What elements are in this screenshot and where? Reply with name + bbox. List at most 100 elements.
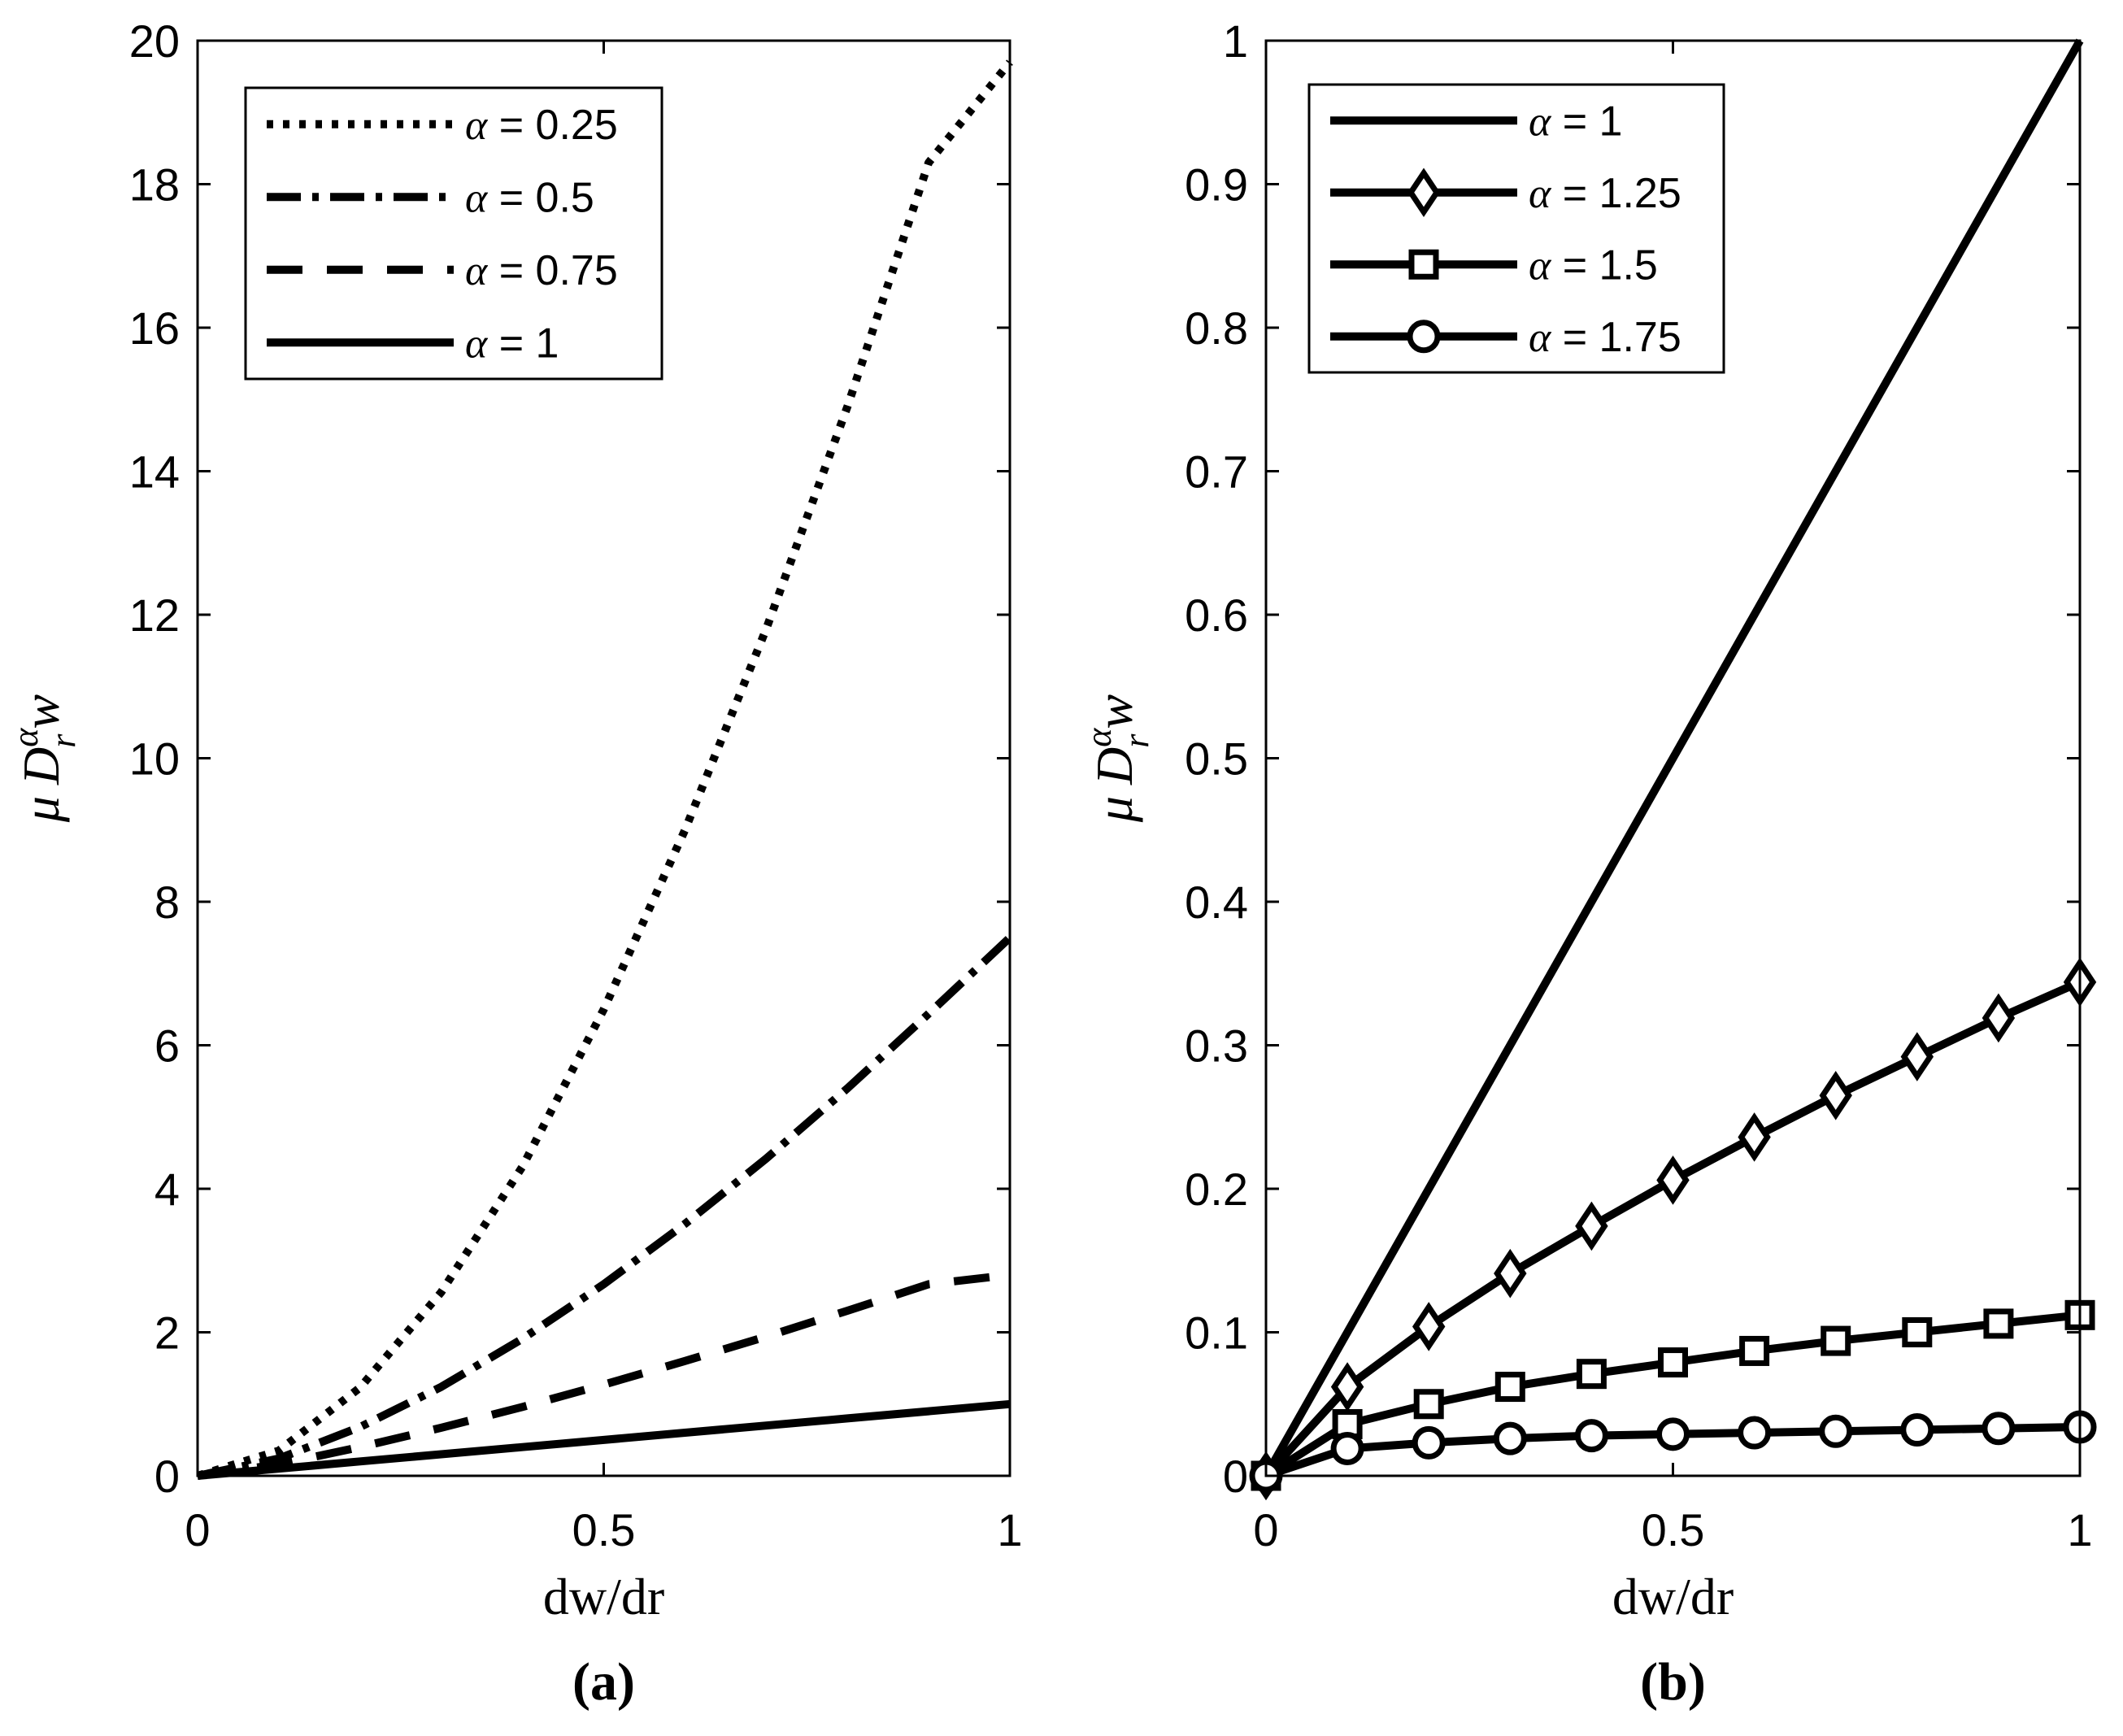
series-2-marker: [1658, 1347, 1688, 1378]
legend: α = 0.25α = 0.5α = 0.75α = 1: [244, 86, 663, 381]
legend-label-3: α = 1: [465, 320, 559, 367]
axes-frame: [196, 39, 1011, 1477]
panel-b: 00.10.20.30.40.50.60.70.80.910 0.5 1α = 1α…: [1079, 15, 2097, 1712]
legend-alpha-symbol: α: [465, 102, 489, 149]
ylabel-d: D: [12, 747, 70, 785]
x-tick-label: 0: [1253, 1504, 1278, 1555]
ylabel-w: w: [12, 694, 70, 729]
x-axis-label: dw/dr: [1612, 1568, 1734, 1625]
legend-label-0: α = 1: [1529, 98, 1622, 145]
panel-label: (b): [1640, 1652, 1706, 1712]
series-2-marker: [1983, 1308, 2014, 1339]
x-tick-label: 1: [997, 1504, 1022, 1555]
y-tick-label: 0.2: [1185, 1164, 1248, 1215]
series-2-marker: [1413, 1389, 1444, 1420]
legend-label-3: α = 1.75: [1529, 314, 1681, 361]
legend-alpha-symbol: α: [1529, 171, 1552, 217]
series-line-3: [197, 1399, 1011, 1480]
series-1-marker: [1575, 1201, 1608, 1251]
series-3-marker: [1330, 1431, 1364, 1465]
y-tick-label: 0.3: [1185, 1020, 1248, 1072]
y-tick-label: 0.4: [1185, 877, 1248, 928]
series-line-0: [1262, 38, 2084, 1478]
legend-value: = 0.75: [487, 247, 617, 294]
y-tick-label: 20: [129, 15, 180, 67]
y-tick-label: 0: [1223, 1451, 1248, 1502]
ylabel-superscript: α: [1079, 728, 1119, 747]
y-axis-label: μDαrw: [6, 694, 83, 824]
legend-label-1: α = 1.25: [1529, 170, 1681, 217]
legend-box: [1307, 83, 1725, 374]
legend-value: = 0.5: [487, 174, 594, 221]
x-tick-label: 0.5: [572, 1504, 636, 1555]
ylabel-d: D: [1085, 747, 1143, 785]
series-3-marker: [1412, 1425, 1446, 1460]
ylabel-subscript: r: [1116, 733, 1156, 748]
y-tick-label: 0.5: [1185, 733, 1248, 785]
y-tick-label: 14: [129, 446, 180, 498]
ylabel-superscript: α: [6, 728, 46, 747]
series-1-marker: [1494, 1248, 1527, 1299]
series-2-marker: [1821, 1325, 1851, 1356]
legend-alpha-symbol: α: [1529, 242, 1552, 289]
legend-alpha-symbol: α: [1529, 98, 1552, 145]
y-tick-label: 0.9: [1185, 159, 1248, 211]
series-3-marker: [1574, 1419, 1608, 1453]
series-2-marker: [1739, 1335, 1770, 1366]
y-axis-label: μDαrw: [1079, 694, 1156, 824]
legend-value: = 1.25: [1551, 170, 1681, 217]
series-3-marker: [1819, 1414, 1853, 1448]
series-3-marker: [1656, 1417, 1690, 1451]
legend-value: = 1.5: [1551, 241, 1658, 289]
ylabel-w: w: [1085, 694, 1143, 729]
y-tick-label: 0.8: [1185, 302, 1248, 354]
legend-marker-1: [1407, 168, 1441, 218]
legend-alpha-symbol: α: [465, 248, 489, 294]
legend: α = 1α = 1.25α = 1.5α = 1.75: [1307, 83, 1725, 374]
legend-label-0: α = 0.25: [465, 102, 618, 149]
series-3-marker: [1738, 1416, 1772, 1450]
ylabel-subscript: r: [43, 733, 83, 748]
y-tick-label: 0.1: [1185, 1307, 1248, 1359]
ylabel-mu: μ: [1085, 796, 1143, 823]
y-tick-label: 2: [154, 1307, 180, 1359]
x-tick-label: 0: [185, 1504, 210, 1555]
legend-label-2: α = 1.5: [1529, 241, 1658, 289]
series-1-marker: [1982, 993, 2016, 1043]
series-line-1: [196, 934, 1013, 1480]
y-tick-label: 1: [1223, 15, 1248, 67]
legend-value: = 1.75: [1551, 314, 1681, 361]
y-tick-label: 6: [154, 1020, 180, 1072]
y-tick-label: 0.6: [1185, 590, 1248, 641]
legend-alpha-symbol: α: [465, 175, 489, 221]
series-3-marker: [1982, 1412, 2016, 1446]
y-tick-label: 0: [154, 1451, 180, 1502]
series-1-marker: [1819, 1070, 1852, 1120]
y-tick-label: 18: [129, 159, 180, 211]
legend-value: = 1: [1551, 98, 1622, 145]
y-tick-label: 0.7: [1185, 446, 1248, 498]
series-3-marker: [1493, 1421, 1527, 1455]
y-tick-label: 4: [154, 1164, 180, 1215]
series-2-marker: [1494, 1372, 1525, 1403]
y-tick-label: 16: [129, 302, 180, 354]
y-tick-label: 8: [154, 877, 180, 928]
legend-box: [244, 86, 663, 381]
y-tick-label: 12: [129, 590, 180, 641]
legend-label-2: α = 0.75: [465, 247, 618, 294]
legend-marker-2: [1408, 249, 1439, 280]
y-tick-label: 10: [129, 733, 180, 785]
axes-frame: [1264, 39, 2082, 1477]
series-1-marker: [1656, 1155, 1690, 1205]
legend-value: = 1: [487, 320, 559, 367]
x-tick-label: 1: [2067, 1504, 2092, 1555]
series-2-marker: [1576, 1359, 1607, 1390]
series-line-0: [196, 59, 1013, 1480]
x-tick-label: 0.5: [1642, 1504, 1705, 1555]
series-1-marker: [1900, 1032, 1934, 1081]
legend-marker-3: [1407, 320, 1441, 354]
series-1-marker: [1412, 1302, 1446, 1351]
legend-alpha-symbol: α: [465, 320, 489, 367]
